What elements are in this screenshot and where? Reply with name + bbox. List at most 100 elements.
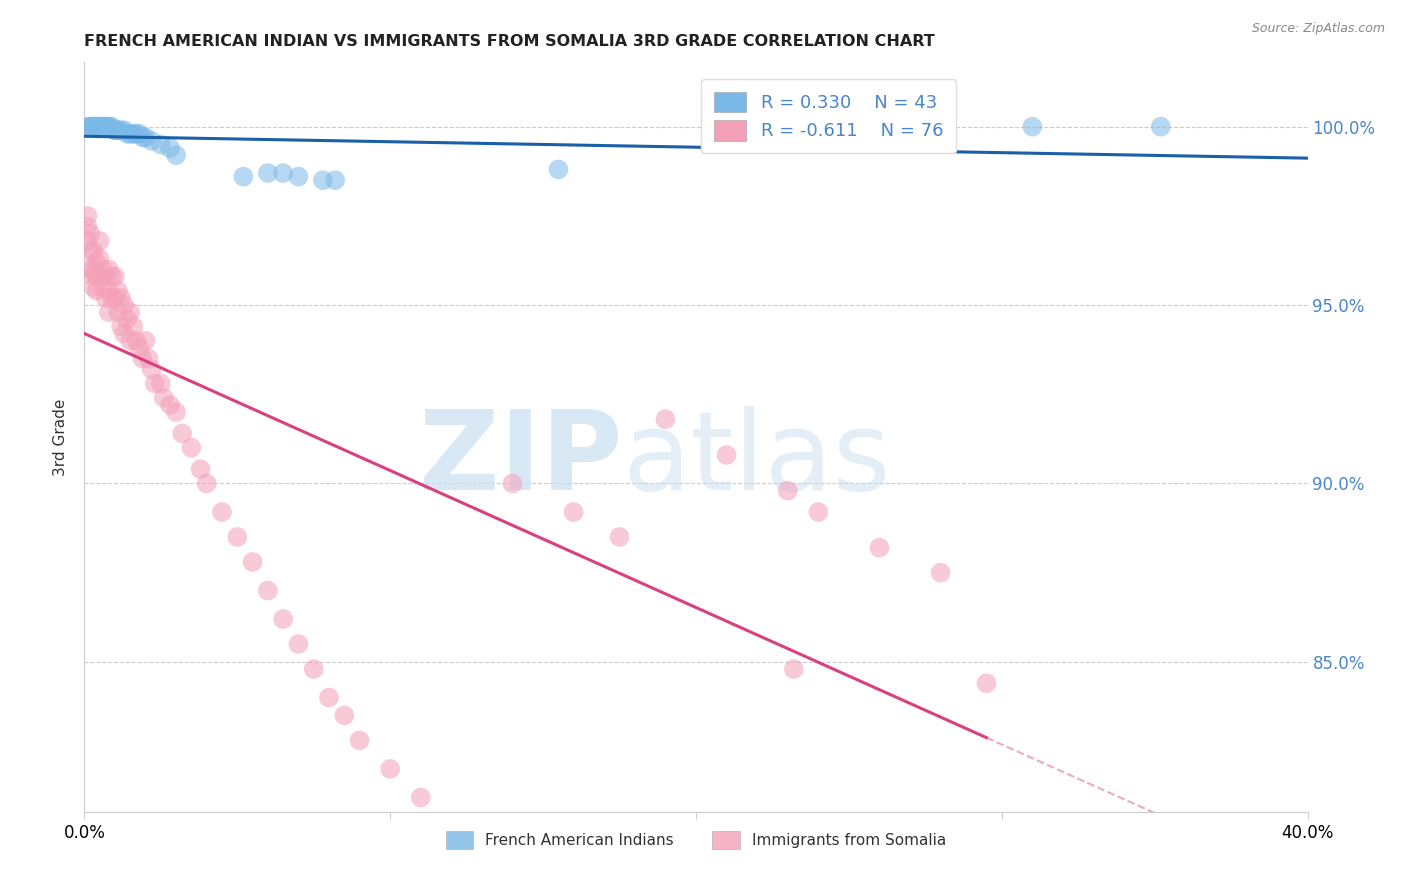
Point (287, 637, 309, 651)
Point (149, 137, 172, 152)
Point (180, 441, 202, 455)
Point (83, 120, 105, 134)
Point (141, 134, 163, 148)
Point (211, 505, 233, 519)
Text: ZIP: ZIP (419, 406, 623, 513)
Point (83, 244, 105, 259)
Point (83, 120, 105, 134)
Point (104, 291, 127, 305)
Point (86, 120, 108, 134)
Point (242, 555, 264, 569)
Point (131, 351, 153, 366)
Point (94, 120, 117, 134)
Point (115, 127, 138, 141)
Point (89, 252, 111, 266)
Point (79, 227, 101, 241)
Point (1021, 120, 1043, 134)
Point (783, 662, 806, 676)
Point (120, 305, 142, 319)
Point (349, 733, 371, 747)
Point (271, 166, 294, 180)
Point (159, 398, 181, 412)
Point (287, 169, 309, 184)
Point (141, 362, 163, 376)
Point (159, 141, 181, 155)
Point (257, 166, 280, 180)
Point (128, 127, 150, 141)
Point (716, 448, 738, 462)
Point (409, 790, 432, 805)
Point (318, 690, 340, 705)
Point (107, 284, 129, 298)
Point (91, 262, 114, 277)
Point (302, 662, 325, 676)
Point (226, 530, 249, 544)
Point (138, 351, 160, 366)
Point (79, 120, 101, 134)
Point (232, 169, 254, 184)
Point (135, 334, 157, 348)
Point (562, 505, 585, 519)
Point (86, 284, 108, 298)
Point (502, 476, 524, 491)
Point (120, 334, 142, 348)
Point (86, 255, 108, 269)
Point (125, 334, 148, 348)
Point (440, 815, 463, 830)
Point (104, 123, 127, 137)
Point (76, 209, 98, 223)
Point (79, 262, 101, 277)
Point (94, 291, 117, 305)
Point (79, 244, 101, 259)
Point (76, 234, 98, 248)
Point (115, 312, 138, 326)
Point (79, 120, 101, 134)
Point (190, 462, 212, 476)
Point (165, 148, 187, 162)
Point (122, 127, 145, 141)
Point (976, 676, 998, 690)
Point (89, 120, 111, 134)
Point (128, 341, 150, 355)
Point (97, 262, 120, 277)
Point (110, 319, 132, 334)
Point (547, 162, 569, 177)
Legend: French American Indians, Immigrants from Somalia: French American Indians, Immigrants from… (439, 823, 953, 856)
Text: atlas: atlas (623, 406, 891, 513)
Point (110, 123, 132, 137)
Point (333, 708, 356, 723)
Point (91, 120, 114, 134)
Point (131, 130, 153, 145)
Point (104, 269, 127, 284)
Point (112, 298, 135, 312)
Point (380, 762, 402, 776)
Point (120, 127, 142, 141)
Text: Source: ZipAtlas.com: Source: ZipAtlas.com (1251, 22, 1385, 36)
Point (94, 269, 117, 284)
Point (172, 426, 194, 441)
Point (1150, 120, 1173, 134)
Point (776, 483, 799, 498)
Point (135, 130, 157, 145)
Point (89, 120, 111, 134)
Point (91, 280, 114, 294)
Point (83, 280, 105, 294)
Point (257, 583, 280, 598)
Text: FRENCH AMERICAN INDIAN VS IMMIGRANTS FROM SOMALIA 3RD GRADE CORRELATION CHART: FRENCH AMERICAN INDIAN VS IMMIGRANTS FRO… (84, 34, 935, 49)
Point (153, 391, 176, 405)
Point (86, 269, 108, 284)
Point (143, 376, 166, 391)
Point (929, 566, 952, 580)
Point (97, 284, 120, 298)
Point (165, 405, 187, 419)
Point (86, 120, 108, 134)
Point (97, 120, 120, 134)
Point (107, 123, 129, 137)
Point (76, 120, 98, 134)
Point (125, 127, 148, 141)
Point (323, 173, 346, 187)
Point (101, 120, 124, 134)
Point (89, 269, 111, 284)
Point (104, 123, 127, 137)
Point (107, 305, 129, 319)
